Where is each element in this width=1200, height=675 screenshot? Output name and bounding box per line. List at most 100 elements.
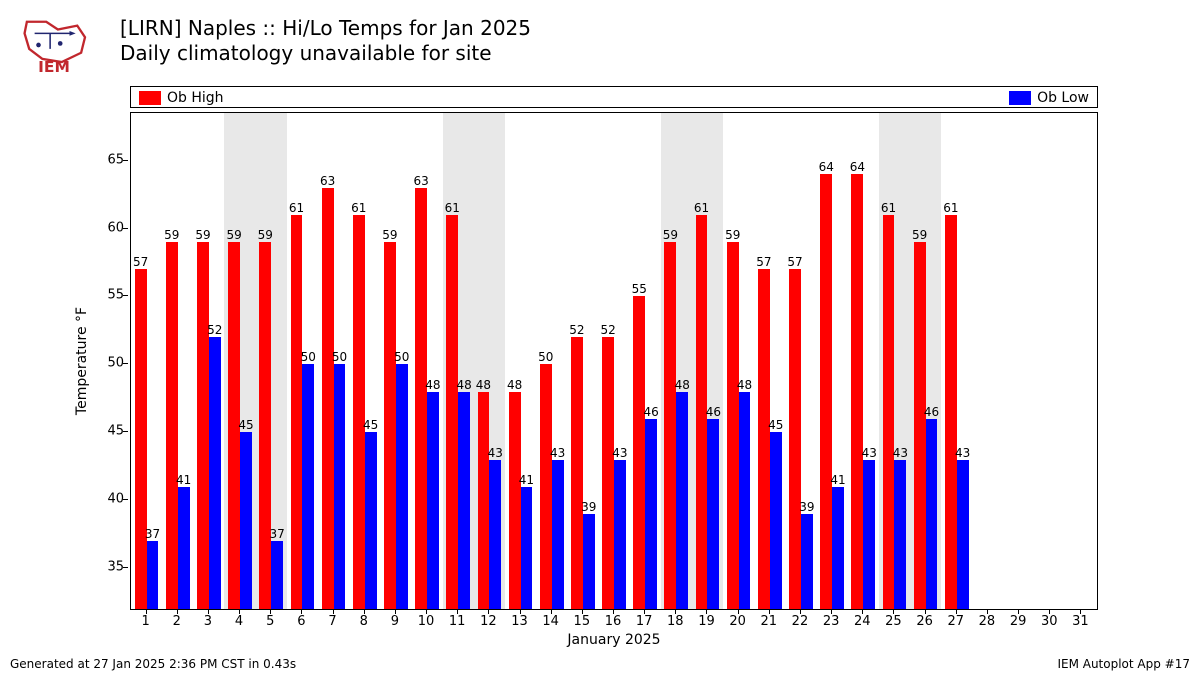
- bar-low: [957, 460, 969, 609]
- bar-high-label: 59: [227, 228, 242, 242]
- bar-high: [945, 215, 957, 609]
- bar-high-label: 55: [632, 282, 647, 296]
- x-tick-label: 13: [511, 614, 528, 629]
- x-tick-label: 24: [854, 614, 871, 629]
- bar-high-label: 59: [164, 228, 179, 242]
- footer-app: IEM Autoplot App #17: [1057, 657, 1190, 671]
- bar-high-label: 48: [476, 378, 491, 392]
- bar-low-label: 45: [768, 418, 783, 432]
- bar-low: [739, 392, 751, 609]
- bar-low-label: 43: [488, 446, 503, 460]
- svg-text:IEM: IEM: [38, 58, 70, 76]
- iem-logo: IEM: [14, 14, 94, 76]
- x-tick-label: 19: [698, 614, 715, 629]
- bar-low: [334, 364, 346, 609]
- bar-high: [478, 392, 490, 609]
- bar-high: [322, 188, 334, 609]
- x-tick-label: 5: [266, 614, 274, 629]
- bar-low-label: 41: [830, 473, 845, 487]
- x-tick-label: 29: [1010, 614, 1027, 629]
- legend-swatch-high: [139, 91, 161, 105]
- bar-low: [365, 432, 377, 609]
- footer-generated: Generated at 27 Jan 2025 2:36 PM CST in …: [10, 657, 296, 671]
- bar-high: [633, 296, 645, 609]
- bar-low-label: 43: [955, 446, 970, 460]
- bar-low: [521, 487, 533, 609]
- bar-low-label: 50: [394, 350, 409, 364]
- x-tick-label: 12: [480, 614, 497, 629]
- bar-high-label: 59: [382, 228, 397, 242]
- bar-high: [602, 337, 614, 609]
- bar-high-label: 57: [133, 255, 148, 269]
- bar-low-label: 46: [924, 405, 939, 419]
- bar-low: [863, 460, 875, 609]
- bar-low: [583, 514, 595, 609]
- bar-low: [926, 419, 938, 609]
- bar-low-label: 50: [332, 350, 347, 364]
- x-tick-label: 25: [885, 614, 902, 629]
- plot-area: 5737594159525945593761506350614559506348…: [130, 112, 1098, 610]
- bar-low-label: 37: [270, 527, 285, 541]
- x-tick-label: 26: [916, 614, 933, 629]
- y-tick-label: 40: [84, 492, 124, 507]
- title-line-2: Daily climatology unavailable for site: [120, 41, 531, 66]
- bar-low: [832, 487, 844, 609]
- bar-low: [209, 337, 221, 609]
- x-tick-label: 11: [449, 614, 466, 629]
- x-tick-label: 23: [823, 614, 840, 629]
- x-tick-label: 8: [360, 614, 368, 629]
- title-line-1: [LIRN] Naples :: Hi/Lo Temps for Jan 202…: [120, 16, 531, 41]
- bar-low-label: 39: [581, 500, 596, 514]
- bar-low-label: 48: [675, 378, 690, 392]
- bar-high-label: 59: [258, 228, 273, 242]
- x-tick-label: 4: [235, 614, 243, 629]
- x-tick-label: 9: [391, 614, 399, 629]
- x-tick-label: 30: [1041, 614, 1058, 629]
- bar-high-label: 61: [351, 201, 366, 215]
- bar-low-label: 46: [643, 405, 658, 419]
- bar-high-label: 50: [538, 350, 553, 364]
- bar-low-label: 48: [425, 378, 440, 392]
- legend-label-high: Ob High: [167, 90, 224, 106]
- bar-high-label: 61: [445, 201, 460, 215]
- bar-low: [489, 460, 501, 609]
- bar-high-label: 57: [787, 255, 802, 269]
- x-tick-label: 22: [792, 614, 809, 629]
- bar-high: [291, 215, 303, 609]
- bar-high-label: 61: [289, 201, 304, 215]
- bar-low-label: 43: [612, 446, 627, 460]
- bar-low: [147, 541, 159, 609]
- bar-high: [789, 269, 801, 609]
- bar-high-label: 48: [507, 378, 522, 392]
- y-tick-label: 60: [84, 220, 124, 235]
- bar-low-label: 41: [519, 473, 534, 487]
- x-tick-label: 7: [328, 614, 336, 629]
- bar-high-label: 57: [756, 255, 771, 269]
- bar-low: [614, 460, 626, 609]
- x-tick-label: 1: [141, 614, 149, 629]
- x-tick-label: 15: [574, 614, 591, 629]
- bar-high: [758, 269, 770, 609]
- bar-high: [446, 215, 458, 609]
- legend-item-low: Ob Low: [1009, 89, 1089, 107]
- x-tick-label: 17: [636, 614, 653, 629]
- x-tick-label: 20: [729, 614, 746, 629]
- bar-high: [135, 269, 147, 609]
- bar-low: [770, 432, 782, 609]
- bar-low-label: 43: [862, 446, 877, 460]
- bar-low-label: 43: [893, 446, 908, 460]
- bar-high-label: 59: [725, 228, 740, 242]
- bar-high: [259, 242, 271, 609]
- bar-high-label: 64: [850, 160, 865, 174]
- x-axis-title: January 2025: [128, 632, 1100, 648]
- bar-low: [801, 514, 813, 609]
- bar-low: [271, 541, 283, 609]
- x-tick-label: 31: [1072, 614, 1089, 629]
- x-tick-label: 27: [947, 614, 964, 629]
- bar-high-label: 52: [600, 323, 615, 337]
- bar-high-label: 64: [819, 160, 834, 174]
- bar-high: [353, 215, 365, 609]
- bar-high: [883, 215, 895, 609]
- bar-low-label: 39: [799, 500, 814, 514]
- bar-high: [540, 364, 552, 609]
